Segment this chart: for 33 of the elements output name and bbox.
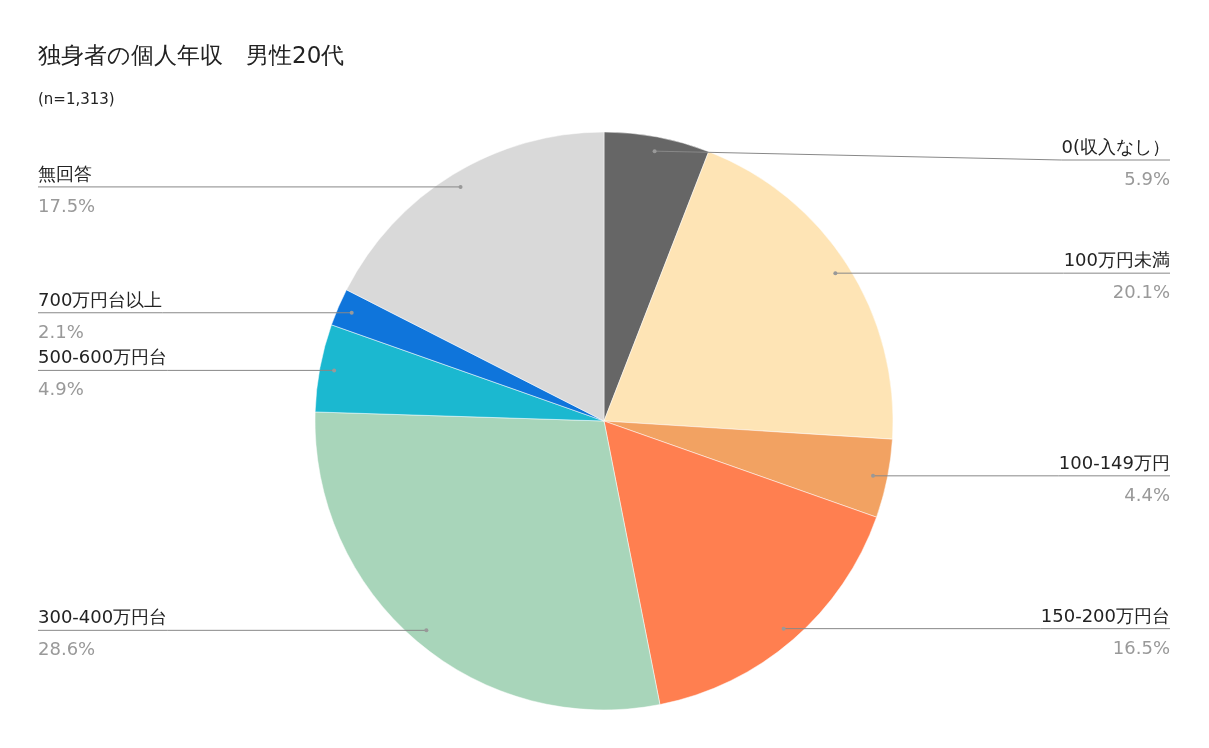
pie-slice: [314, 411, 661, 710]
chart-subtitle: (n=1,313): [38, 90, 115, 108]
slice-label: 700万円台以上: [38, 288, 163, 310]
data-label: 5.9%: [1124, 168, 1170, 189]
slice-label: 100-149万円: [1058, 451, 1170, 473]
slice-label: 500-600万円台: [38, 346, 168, 368]
slice-label: 300-400万円台: [38, 606, 168, 628]
pie-slice: [603, 420, 877, 705]
chart-title: 独身者の個人年収 男性20代: [38, 42, 345, 68]
pie-slice: [603, 420, 893, 518]
label: 100-149万円 4.4%: [871, 451, 1171, 505]
label: 300-400万円台 28.6%: [37, 606, 429, 660]
slice-label: 無回答: [38, 162, 92, 184]
data-label: 4.4%: [1124, 483, 1170, 505]
pie-slice: [346, 131, 605, 422]
slice-label: 150-200万円台: [1040, 604, 1170, 626]
label: 150-200万円台 16.5%: [781, 604, 1171, 658]
data-label: 16.5%: [1112, 636, 1170, 658]
label: 500-600万円台 4.9%: [37, 346, 337, 400]
slice-label: 0(収入なし）: [1061, 136, 1170, 157]
data-label: 2.1%: [38, 320, 84, 342]
label: 無回答 17.5%: [37, 162, 463, 216]
label: 700万円台以上 2.1%: [37, 288, 354, 342]
data-label: 4.9%: [38, 378, 84, 400]
label: 0(収入なし） 5.9%: [652, 136, 1171, 189]
pie-slice: [314, 324, 605, 422]
data-label: 20.1%: [1112, 281, 1170, 303]
pie-slice: [331, 289, 605, 422]
data-label: 17.5%: [38, 194, 96, 216]
label: 100万円未満 20.1%: [833, 249, 1171, 303]
slice-label: 100万円未満: [1063, 249, 1170, 271]
pie-slice: [603, 151, 893, 440]
data-label: 28.6%: [38, 638, 96, 660]
